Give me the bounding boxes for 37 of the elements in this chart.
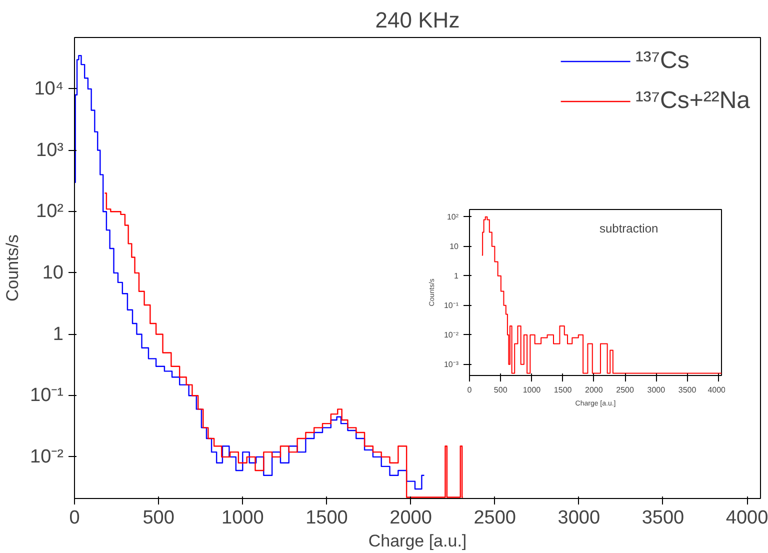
- x-tick-label: 500: [494, 386, 508, 394]
- y-tick-label: 10⁻³: [444, 360, 459, 369]
- y-tick-label: 1: [52, 324, 64, 345]
- legend-label: ¹³⁷Cs: [635, 47, 690, 75]
- annotation: subtraction: [600, 222, 658, 236]
- y-tick-label: 10²: [36, 201, 64, 222]
- y-tick-label: 10⁴: [34, 78, 64, 100]
- x-tick-label: 2500: [616, 386, 635, 394]
- x-tick-label: 3000: [558, 508, 600, 528]
- y-tick-label: 10⁻¹: [30, 385, 64, 406]
- y-tick-label: 10³: [36, 140, 64, 161]
- y-axis-title: Counts/s: [3, 234, 22, 302]
- x-tick-label: 3500: [678, 386, 697, 394]
- x-tick-label: 0: [69, 508, 80, 528]
- x-tick-label: 0: [467, 386, 472, 394]
- x-tick-label: 4000: [726, 508, 768, 528]
- x-tick-label: 3000: [647, 386, 666, 394]
- x-tick-label: 4000: [708, 386, 726, 394]
- y-tick-label: 10⁻²: [30, 446, 64, 468]
- legend-label: ¹³⁷Cs+²²Na: [635, 87, 750, 115]
- x-axis-title: Charge [a.u.]: [368, 532, 467, 550]
- y-tick-label: 10: [42, 262, 64, 284]
- y-tick-label: 10⁻¹: [444, 300, 459, 310]
- y-tick-label: 10: [450, 242, 460, 251]
- x-tick-label: 2000: [585, 386, 604, 394]
- x-tick-label: 1500: [554, 386, 572, 394]
- x-tick-label: 3500: [642, 508, 684, 528]
- y-tick-label: 1: [454, 271, 460, 280]
- chart-title: 240 KHz: [375, 8, 460, 32]
- x-tick-label: 500: [142, 508, 174, 528]
- x-tick-label: 1500: [306, 508, 348, 528]
- x-tick-label: 2000: [390, 508, 432, 528]
- x-tick-label: 1000: [522, 386, 542, 394]
- x-tick-label: 1000: [222, 508, 264, 528]
- x-tick-label: 2500: [474, 508, 516, 528]
- y-tick-label: 10²: [446, 212, 459, 222]
- y-tick-label: 10⁻²: [444, 330, 459, 340]
